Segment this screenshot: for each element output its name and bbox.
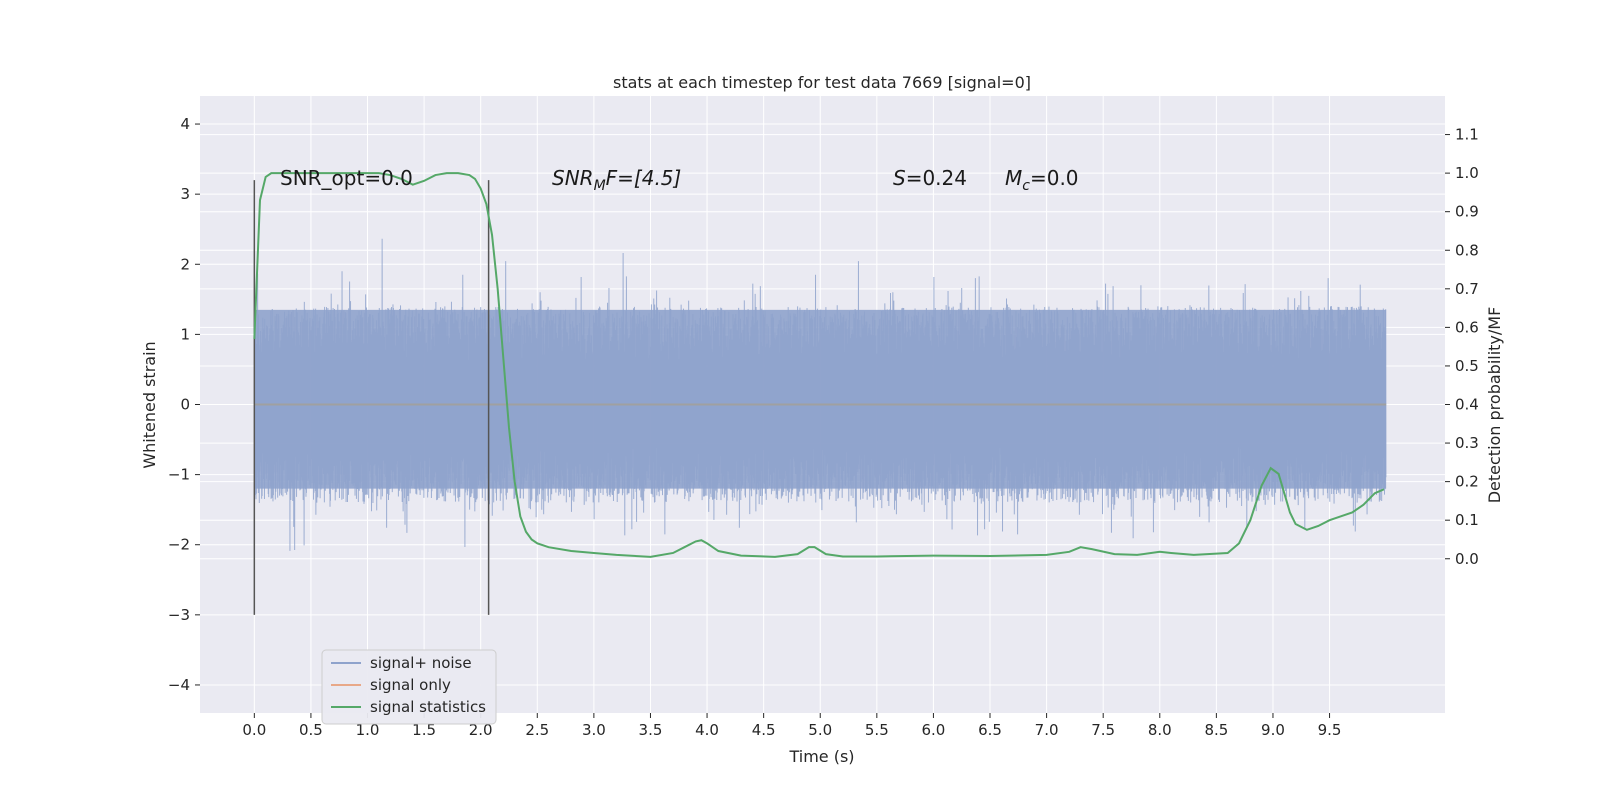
y-tick-label: 3: [180, 185, 190, 203]
annotation-mc: Mc=0.0: [1005, 166, 1079, 194]
y-tick-label: −2: [168, 536, 190, 554]
x-tick-label: 5.0: [808, 721, 832, 739]
annotation-s-value: =0.24: [906, 166, 967, 190]
right-y-tick-label: 0.9: [1455, 203, 1479, 221]
right-axis-title: Detection probability/MF: [1485, 307, 1504, 504]
statistics-line: [253, 172, 1385, 558]
x-tick-label: 8.0: [1148, 721, 1172, 739]
y-tick-label: 2: [180, 255, 190, 273]
right-y-tick-label: 0.5: [1455, 357, 1479, 375]
right-y-tick-label: 0.7: [1455, 280, 1479, 298]
annotation-snr-mf-sub: M: [594, 178, 606, 194]
x-tick-label: 9.5: [1318, 721, 1342, 739]
statistics-series: [253, 172, 1385, 558]
y-tick-label: 0: [180, 396, 190, 414]
annotation-mc-sub: c: [1022, 178, 1030, 194]
x-tick-label: 5.5: [865, 721, 889, 739]
chart-title: stats at each timestep for test data 766…: [613, 73, 1031, 92]
y-tick-label: 4: [180, 115, 190, 133]
y-axis-title: Whitened strain: [140, 341, 159, 468]
annotation-s-label: S: [893, 166, 906, 190]
annotations: SNR_opt=0.0 SNRMF=[4.5] S=0.24 Mc=0.0: [280, 166, 1079, 194]
right-axis-ticks: 1.1 1.0 0.9 0.8 0.7 0.6 0.5 0.4 0.3 0.2 0.1 0.0: [1445, 126, 1479, 568]
y-tick-label: −4: [168, 676, 190, 694]
x-tick-label: 2.0: [469, 721, 493, 739]
y-tick-label: −1: [168, 466, 190, 484]
x-tick-label: 1.0: [356, 721, 380, 739]
right-y-tick-label: 0.2: [1455, 473, 1479, 491]
x-tick-label: 2.5: [525, 721, 549, 739]
x-tick-label: 9.0: [1261, 721, 1285, 739]
legend: signal+ noise signal only signal statist…: [321, 649, 497, 725]
right-y-tick-label: 0.0: [1455, 550, 1479, 568]
right-y-tick-label: 0.6: [1455, 318, 1479, 336]
annotation-mc-label: M: [1005, 166, 1022, 190]
x-tick-label: 7.5: [1091, 721, 1115, 739]
x-tick-label: 4.5: [752, 721, 776, 739]
x-axis-title: Time (s): [788, 747, 854, 766]
x-tick-label: 8.5: [1204, 721, 1228, 739]
x-tick-label: 4.0: [695, 721, 719, 739]
x-tick-label: 7.0: [1035, 721, 1059, 739]
y-tick-label: 1: [180, 325, 190, 343]
event-markers: [253, 180, 490, 615]
right-y-tick-label: 1.1: [1455, 126, 1479, 144]
right-y-tick-label: 0.8: [1455, 241, 1479, 259]
x-tick-label: 0.0: [242, 721, 266, 739]
annotation-s: S=0.24: [893, 166, 967, 190]
legend-label-stats: signal statistics: [370, 698, 486, 716]
noise-series: [253, 238, 1387, 551]
x-tick-label: 0.5: [299, 721, 323, 739]
annotation-snr-opt: SNR_opt=0.0: [280, 166, 413, 190]
x-tick-label: 3.5: [639, 721, 663, 739]
right-y-tick-label: 0.1: [1455, 511, 1479, 529]
legend-box: [321, 649, 497, 725]
legend-label-signal: signal only: [370, 676, 451, 694]
noise-core-band: [254, 309, 1387, 489]
right-y-tick-label: 1.0: [1455, 164, 1479, 182]
y-tick-label: −3: [168, 606, 190, 624]
x-tick-label: 6.0: [921, 721, 945, 739]
y-axis-ticks: 4 3 2 1 0 −1 −2 −3 −4: [168, 115, 200, 694]
x-tick-label: 1.5: [412, 721, 436, 739]
right-y-tick-label: 0.4: [1455, 396, 1479, 414]
annotation-snr-mf-prefix: SNR: [552, 166, 594, 190]
x-axis-ticks: 0.0 0.5 1.0 1.5 2.0 2.5 3.0 3.5 4.0 4.5 5.0 5.5 6.0 6…: [242, 713, 1341, 739]
right-y-tick-label: 0.3: [1455, 434, 1479, 452]
x-tick-label: 3.0: [582, 721, 606, 739]
annotation-mc-value: =0.0: [1030, 166, 1079, 190]
legend-label-noise: signal+ noise: [370, 654, 472, 672]
x-tick-label: 6.5: [978, 721, 1002, 739]
annotation-snr-mf: SNRMF=[4.5]: [552, 166, 681, 194]
annotation-snr-mf-suffix: F=[4.5]: [606, 166, 682, 190]
